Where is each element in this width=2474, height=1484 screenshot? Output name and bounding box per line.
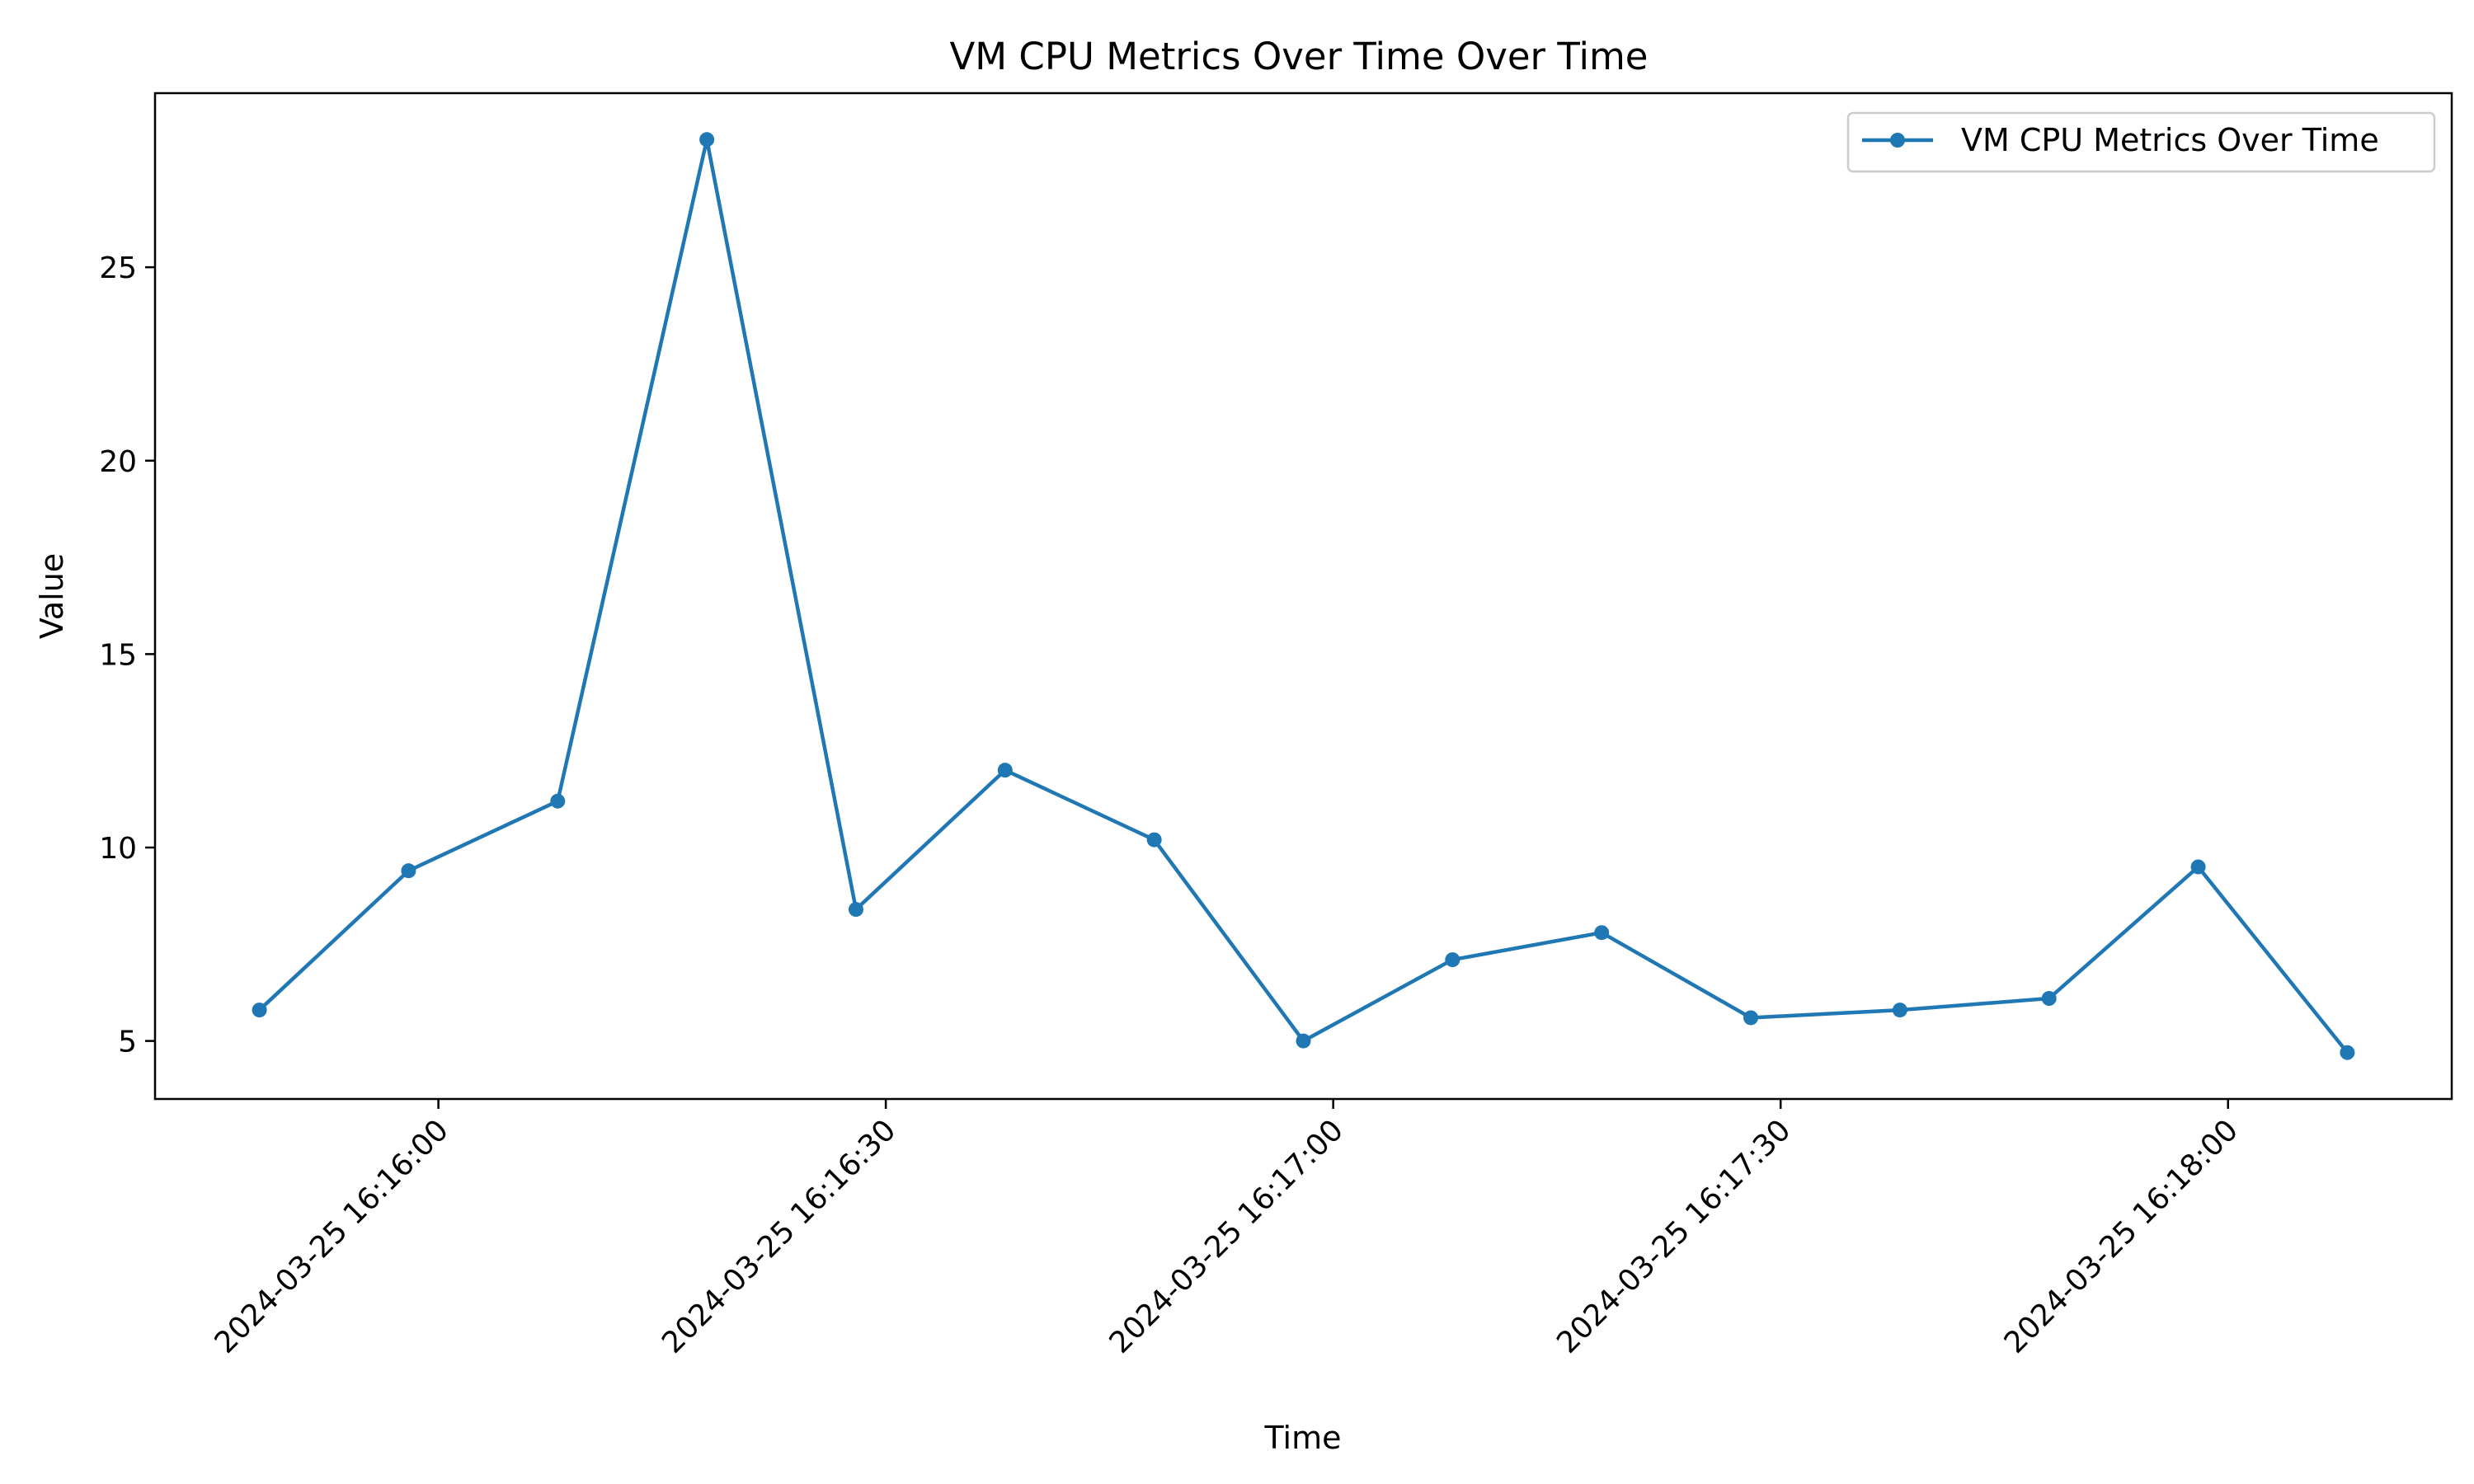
data-point-0: [252, 1003, 267, 1018]
data-point-11: [1892, 1003, 1907, 1018]
y-tick-label-2: 15: [99, 638, 137, 672]
data-point-14: [2340, 1045, 2355, 1060]
legend-label: VM CPU Metrics Over Time: [1961, 122, 2379, 158]
data-point-12: [2041, 991, 2057, 1006]
y-axis-label: Value: [34, 553, 70, 639]
data-point-9: [1594, 925, 1610, 941]
chart-title: VM CPU Metrics Over Time Over Time: [949, 35, 1648, 78]
data-point-8: [1445, 952, 1460, 968]
data-point-6: [1146, 832, 1162, 848]
y-axis: 5 10 15 20 25: [99, 251, 155, 1059]
data-point-4: [848, 902, 863, 918]
legend: VM CPU Metrics Over Time: [1846, 111, 2436, 173]
data-point-10: [1743, 1010, 1759, 1026]
legend-box: [1846, 111, 2436, 173]
data-point-13: [2190, 859, 2206, 875]
y-tick-label-4: 25: [99, 251, 137, 285]
data-point-2: [550, 793, 566, 809]
plot-area: [252, 132, 2355, 1060]
plot-frame: [153, 92, 2453, 1101]
y-tick-label-0: 5: [118, 1026, 137, 1059]
legend-marker: [1890, 133, 1905, 148]
data-point-7: [1296, 1033, 1311, 1049]
x-axis-label: Time: [1264, 1420, 1342, 1456]
y-tick-label-1: 10: [99, 832, 137, 866]
data-point-5: [997, 763, 1013, 778]
data-point-1: [401, 863, 416, 879]
data-point-3: [699, 132, 715, 148]
y-tick-label-3: 20: [99, 445, 137, 479]
